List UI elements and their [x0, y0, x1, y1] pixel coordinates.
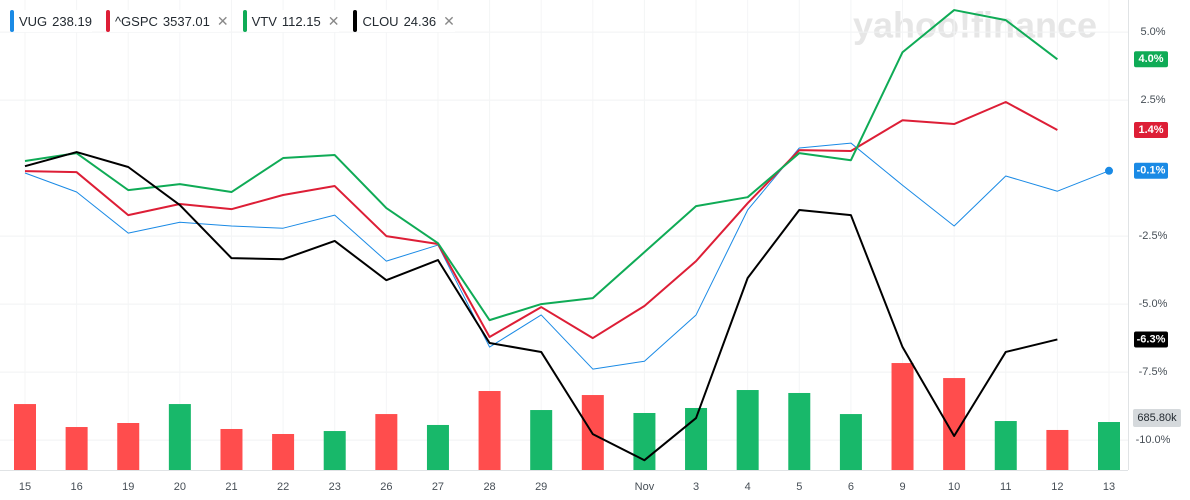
- x-tick-label: Nov: [635, 481, 655, 493]
- remove-button[interactable]: ✕: [327, 12, 340, 29]
- legend-name: CLOU: [362, 13, 399, 29]
- last-value-badge: [1134, 122, 1168, 139]
- x-tick-label: 11: [1000, 481, 1011, 493]
- volume-bar: [272, 433, 295, 470]
- volume-bar: [839, 414, 862, 470]
- line-series: [24, 9, 1058, 322]
- legend-name: VUG: [19, 13, 48, 29]
- last-value-label: 1.4%: [1138, 124, 1163, 136]
- x-tick-label: 10: [948, 481, 960, 493]
- x-tick-label: 20: [174, 481, 186, 493]
- volume-bar: [1046, 429, 1069, 470]
- last-value-badge: [1134, 331, 1168, 348]
- x-tick-label: 13: [1103, 481, 1115, 493]
- y-tick-label: 5.0%: [1140, 26, 1165, 38]
- line-series: [24, 142, 1110, 370]
- y-tick-label: -7.5%: [1139, 366, 1168, 378]
- legend: VUG 238.19 ^GSPC 3537.01 ✕ VTV 112.15 ✕ CLOU 24.3…: [10, 10, 455, 32]
- x-tick-label: 28: [483, 481, 495, 493]
- x-tick-label: 22: [277, 481, 289, 493]
- legend-name: VTV: [251, 13, 277, 29]
- volume-bar: [323, 431, 346, 470]
- last-value-label: -0.1%: [1137, 165, 1166, 177]
- volume-bar: [65, 427, 88, 470]
- volume-bar: [375, 414, 398, 470]
- legend-item: CLOU 24.36 ✕: [353, 10, 455, 32]
- volume-bar: [788, 392, 811, 470]
- x-tick-label: 15: [19, 481, 31, 493]
- legend-price: 238.19: [52, 13, 92, 29]
- remove-button[interactable]: ✕: [216, 12, 229, 29]
- volume-bar: [1098, 422, 1120, 470]
- remove-button[interactable]: ✕: [443, 12, 455, 29]
- legend-swatch: [105, 10, 110, 32]
- line-series: [24, 151, 1058, 462]
- x-tick-label: 26: [380, 481, 392, 493]
- y2-tick-badge: [1133, 409, 1181, 428]
- volume-bar: [14, 404, 36, 470]
- volume-bar: [478, 391, 501, 470]
- legend-price: 24.36: [403, 13, 437, 29]
- x-tick-label: 3: [693, 481, 699, 493]
- legend-price: 112.15: [281, 13, 321, 29]
- y-tick-label: -2.5%: [1139, 230, 1168, 242]
- last-value-label: -6.3%: [1137, 333, 1166, 345]
- legend-item: VUG 238.19: [10, 10, 92, 32]
- line-series: [24, 100, 1058, 340]
- volume-bar: [943, 378, 966, 470]
- volume-bar: [168, 404, 191, 470]
- volume-bar: [426, 424, 449, 470]
- x-tick-label: 12: [1051, 481, 1063, 493]
- last-value-badge: [1134, 51, 1168, 68]
- watermark: yahoo!finance: [853, 5, 1097, 46]
- legend-swatch: [353, 10, 358, 32]
- last-point: [1105, 166, 1113, 175]
- y-tick-label: -10.0%: [1136, 434, 1171, 446]
- x-tick-label: 29: [535, 481, 547, 493]
- legend-item: ^GSPC 3537.01 ✕: [105, 10, 229, 32]
- legend-swatch: [10, 10, 14, 32]
- legend-price: 3537.01: [162, 13, 210, 29]
- volume-bar: [994, 421, 1017, 470]
- legend-swatch: [242, 10, 247, 32]
- legend-name: ^GSPC: [114, 13, 158, 29]
- x-tick-label: 9: [899, 481, 905, 493]
- x-tick-label: 5: [796, 481, 802, 493]
- x-tick-label: 23: [329, 481, 341, 493]
- y2-tick-label: 685.80k: [1137, 412, 1177, 424]
- volume-bar: [117, 423, 140, 470]
- volume-bar: [220, 428, 243, 470]
- x-tick-label: 19: [122, 481, 134, 493]
- y-tick-label: 2.5%: [1140, 94, 1165, 106]
- x-tick-label: 16: [70, 481, 82, 493]
- last-value-badge: [1134, 162, 1168, 179]
- x-tick-label: 4: [745, 481, 751, 493]
- volume-bar: [530, 410, 553, 470]
- y-tick-label: -5.0%: [1139, 298, 1168, 310]
- volume-bar: [736, 390, 759, 470]
- volume-bar: [633, 412, 656, 470]
- x-tick-label: 27: [432, 481, 444, 493]
- volume-bar: [891, 363, 914, 470]
- x-tick-label: 21: [225, 481, 237, 493]
- last-value-label: 4.0%: [1138, 53, 1163, 65]
- x-tick-label: 6: [848, 481, 854, 493]
- legend-item: VTV 112.15 ✕: [242, 10, 340, 32]
